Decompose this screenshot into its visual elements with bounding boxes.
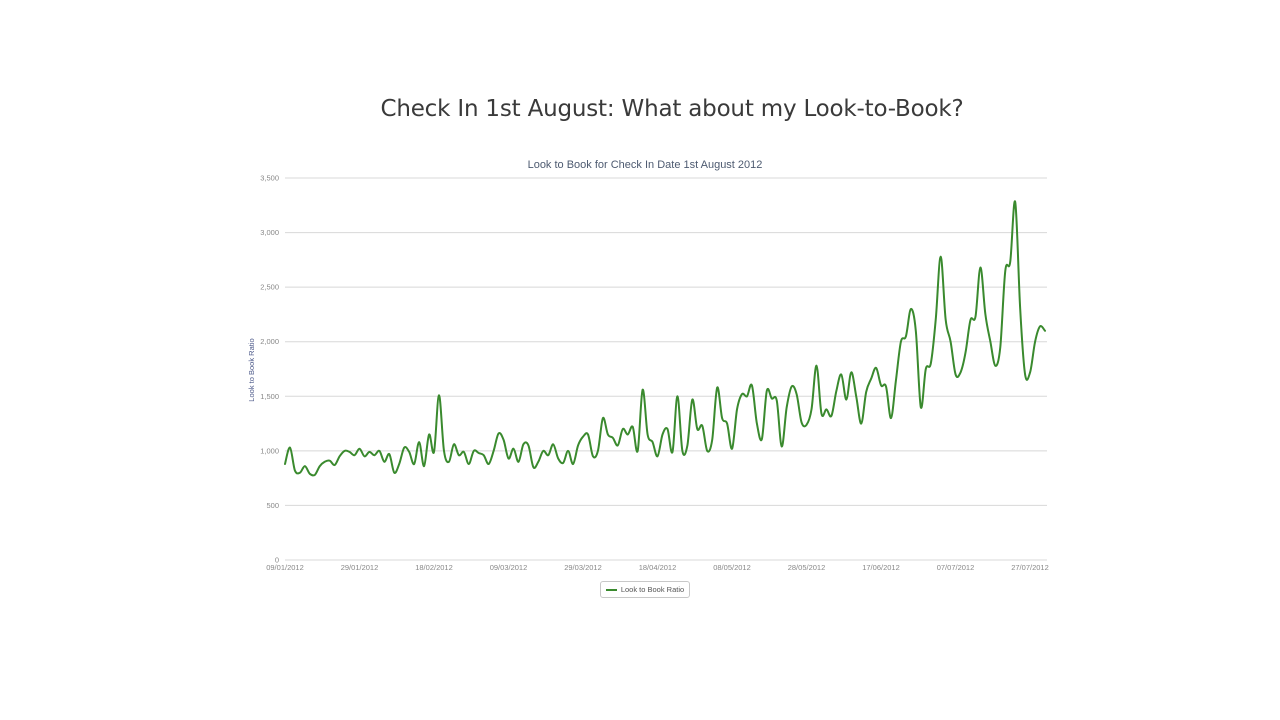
line-chart: Look to Book for Check In Date 1st Augus… [240, 150, 1070, 610]
series-line-look-to-book-ratio [284, 200, 1046, 477]
x-tick-label: 08/05/2012 [713, 563, 751, 572]
x-tick-label: 07/07/2012 [937, 563, 975, 572]
legend-line-icon [605, 588, 617, 591]
legend[interactable]: Look to Book Ratio [600, 581, 690, 598]
x-tick-label: 09/03/2012 [490, 563, 528, 572]
x-axis-ticks: 09/01/2012 29/01/2012 18/02/2012 09/03/2012… [266, 563, 1049, 572]
y-tick-label: 2,000 [260, 337, 279, 346]
chart-title: Look to Book for Check In Date 1st Augus… [528, 159, 763, 171]
slide-title: Check In 1st August: What about my Look-… [380, 96, 964, 122]
y-tick-label: 500 [266, 501, 279, 510]
x-tick-label: 29/01/2012 [341, 563, 379, 572]
legend-label: Look to Book Ratio [620, 585, 685, 594]
x-tick-label: 09/01/2012 [266, 563, 304, 572]
x-tick-label: 18/04/2012 [639, 563, 677, 572]
y-tick-label: 1,000 [260, 446, 279, 455]
y-axis-ticks: 0 500 1,000 1,500 2,000 2,500 3,000 3,500 [260, 174, 279, 565]
x-tick-label: 28/05/2012 [788, 563, 826, 572]
x-tick-label: 17/06/2012 [862, 563, 900, 572]
y-tick-label: 3,500 [260, 174, 279, 183]
y-tick-label: 1,500 [260, 392, 279, 401]
y-tick-label: 0 [275, 556, 279, 565]
y-tick-label: 3,000 [260, 228, 279, 237]
y-axis-label: Look to Book Ratio [247, 338, 256, 401]
y-tick-label: 2,500 [260, 283, 279, 292]
gridlines [285, 177, 1047, 561]
chart-canvas: Look to Book for Check In Date 1st Augus… [247, 159, 1049, 572]
x-tick-label: 29/03/2012 [564, 563, 602, 572]
x-tick-label: 18/02/2012 [415, 563, 453, 572]
x-tick-label: 27/07/2012 [1011, 563, 1049, 572]
